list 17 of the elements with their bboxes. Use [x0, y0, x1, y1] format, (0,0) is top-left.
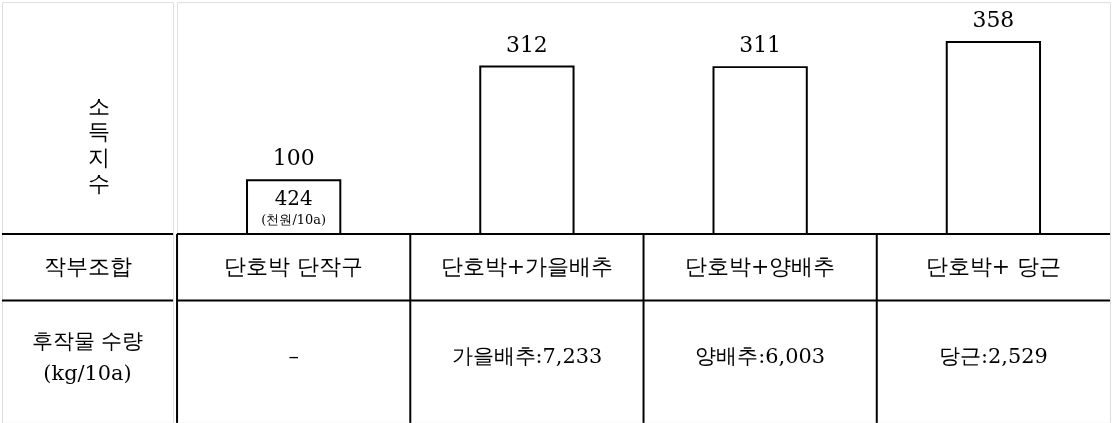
text: 가을배추:7,233 — [451, 343, 603, 368]
x-tick-label: 단호박 단작구 — [224, 254, 364, 280]
data-label: 100 — [272, 145, 315, 171]
text: 양배추:6,003 — [695, 343, 826, 368]
x-tick-label: 단호박+ 당근 — [925, 254, 1062, 280]
annotation: 424 — [274, 187, 313, 211]
text: 당근:2,529 — [938, 343, 1048, 368]
x-axis-title: 작부조합 — [43, 254, 132, 280]
annotation: (천원/10a) — [261, 211, 326, 227]
x-tick-label: 단호박+가을배추 — [440, 254, 614, 280]
data-label: 358 — [972, 7, 1015, 32]
x-tick-label: 단호박+양배추 — [684, 254, 836, 280]
data-label: 311 — [739, 32, 782, 58]
y-axis-title: 소득지수 — [88, 93, 111, 197]
text: – — [288, 343, 299, 368]
text: 후작물 수량 (kg/10a) — [31, 328, 144, 385]
data-label: 312 — [506, 31, 548, 57]
